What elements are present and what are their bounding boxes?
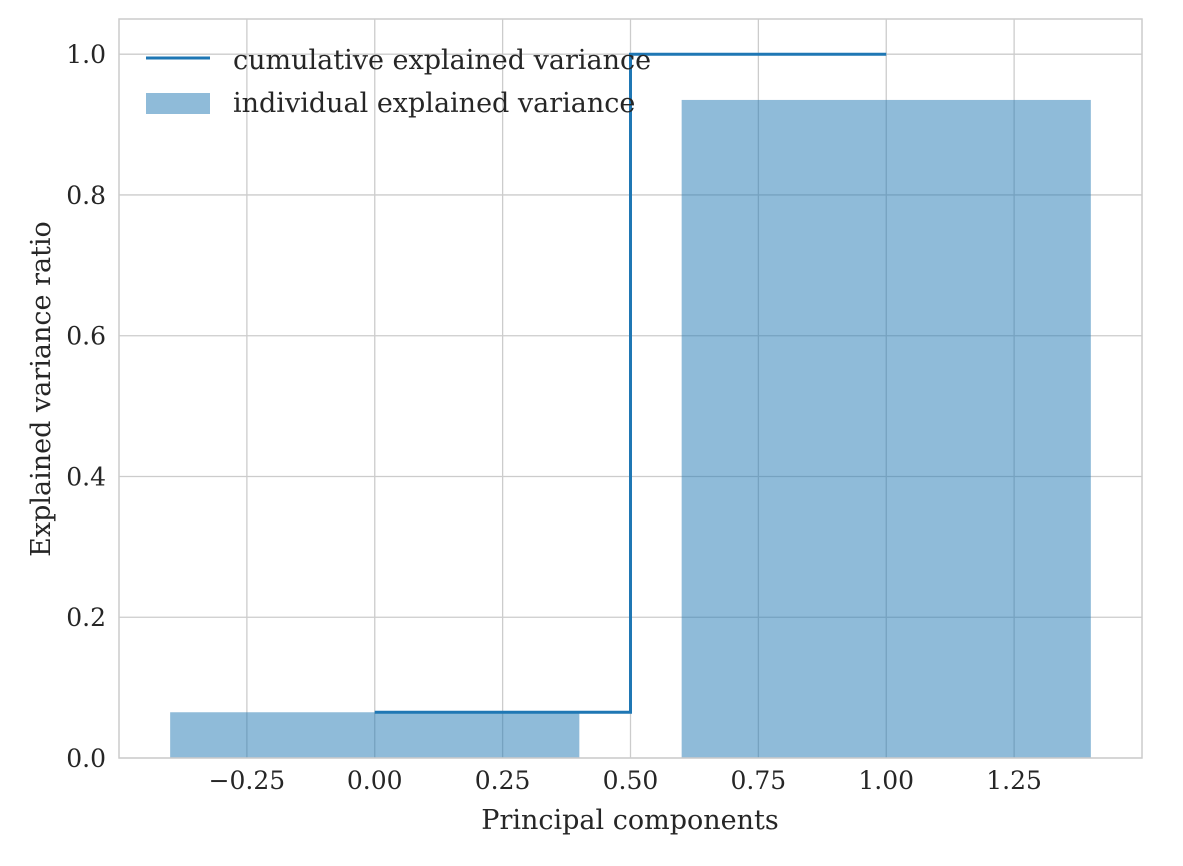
x-tick-label: 0.00: [347, 766, 403, 795]
x-tick-label: 0.50: [603, 766, 659, 795]
x-tick-label: 0.75: [731, 766, 787, 795]
legend-label-individual: individual explained variance: [233, 88, 635, 119]
bar-individual-variance: [170, 712, 580, 758]
bar-individual-variance: [681, 99, 1091, 758]
y-tick-label: 0.2: [66, 603, 106, 632]
y-tick-label: 0.4: [66, 462, 106, 491]
legend: cumulative explained variance individual…: [146, 45, 651, 119]
x-tick-label: 1.25: [986, 766, 1042, 795]
y-tick-label: 0.0: [66, 744, 106, 773]
x-axis-ticks: −0.25 0.00 0.25 0.50 0.75 1.00 1.25: [209, 766, 1042, 795]
y-axis-label: Explained variance ratio: [26, 221, 57, 557]
legend-label-cumulative: cumulative explained variance: [233, 45, 651, 76]
plot-frame: [118, 18, 1143, 759]
cumulative-variance-line: [374, 52, 887, 714]
y-tick-label: 0.8: [66, 181, 106, 210]
y-tick-label: 1.0: [66, 40, 106, 69]
axes-frame: [118, 18, 1143, 759]
x-tick-label: 1.00: [858, 766, 914, 795]
x-axis-label: Principal components: [481, 805, 778, 836]
cumulative-line-group: [374, 52, 887, 714]
bars: [170, 99, 1091, 758]
x-tick-label: 0.25: [475, 766, 531, 795]
x-tick-label: −0.25: [209, 766, 286, 795]
legend-swatch-individual: [146, 93, 210, 114]
y-tick-label: 0.6: [66, 322, 106, 351]
y-axis-ticks: 0.0 0.2 0.4 0.6 0.8 1.0: [66, 40, 106, 773]
